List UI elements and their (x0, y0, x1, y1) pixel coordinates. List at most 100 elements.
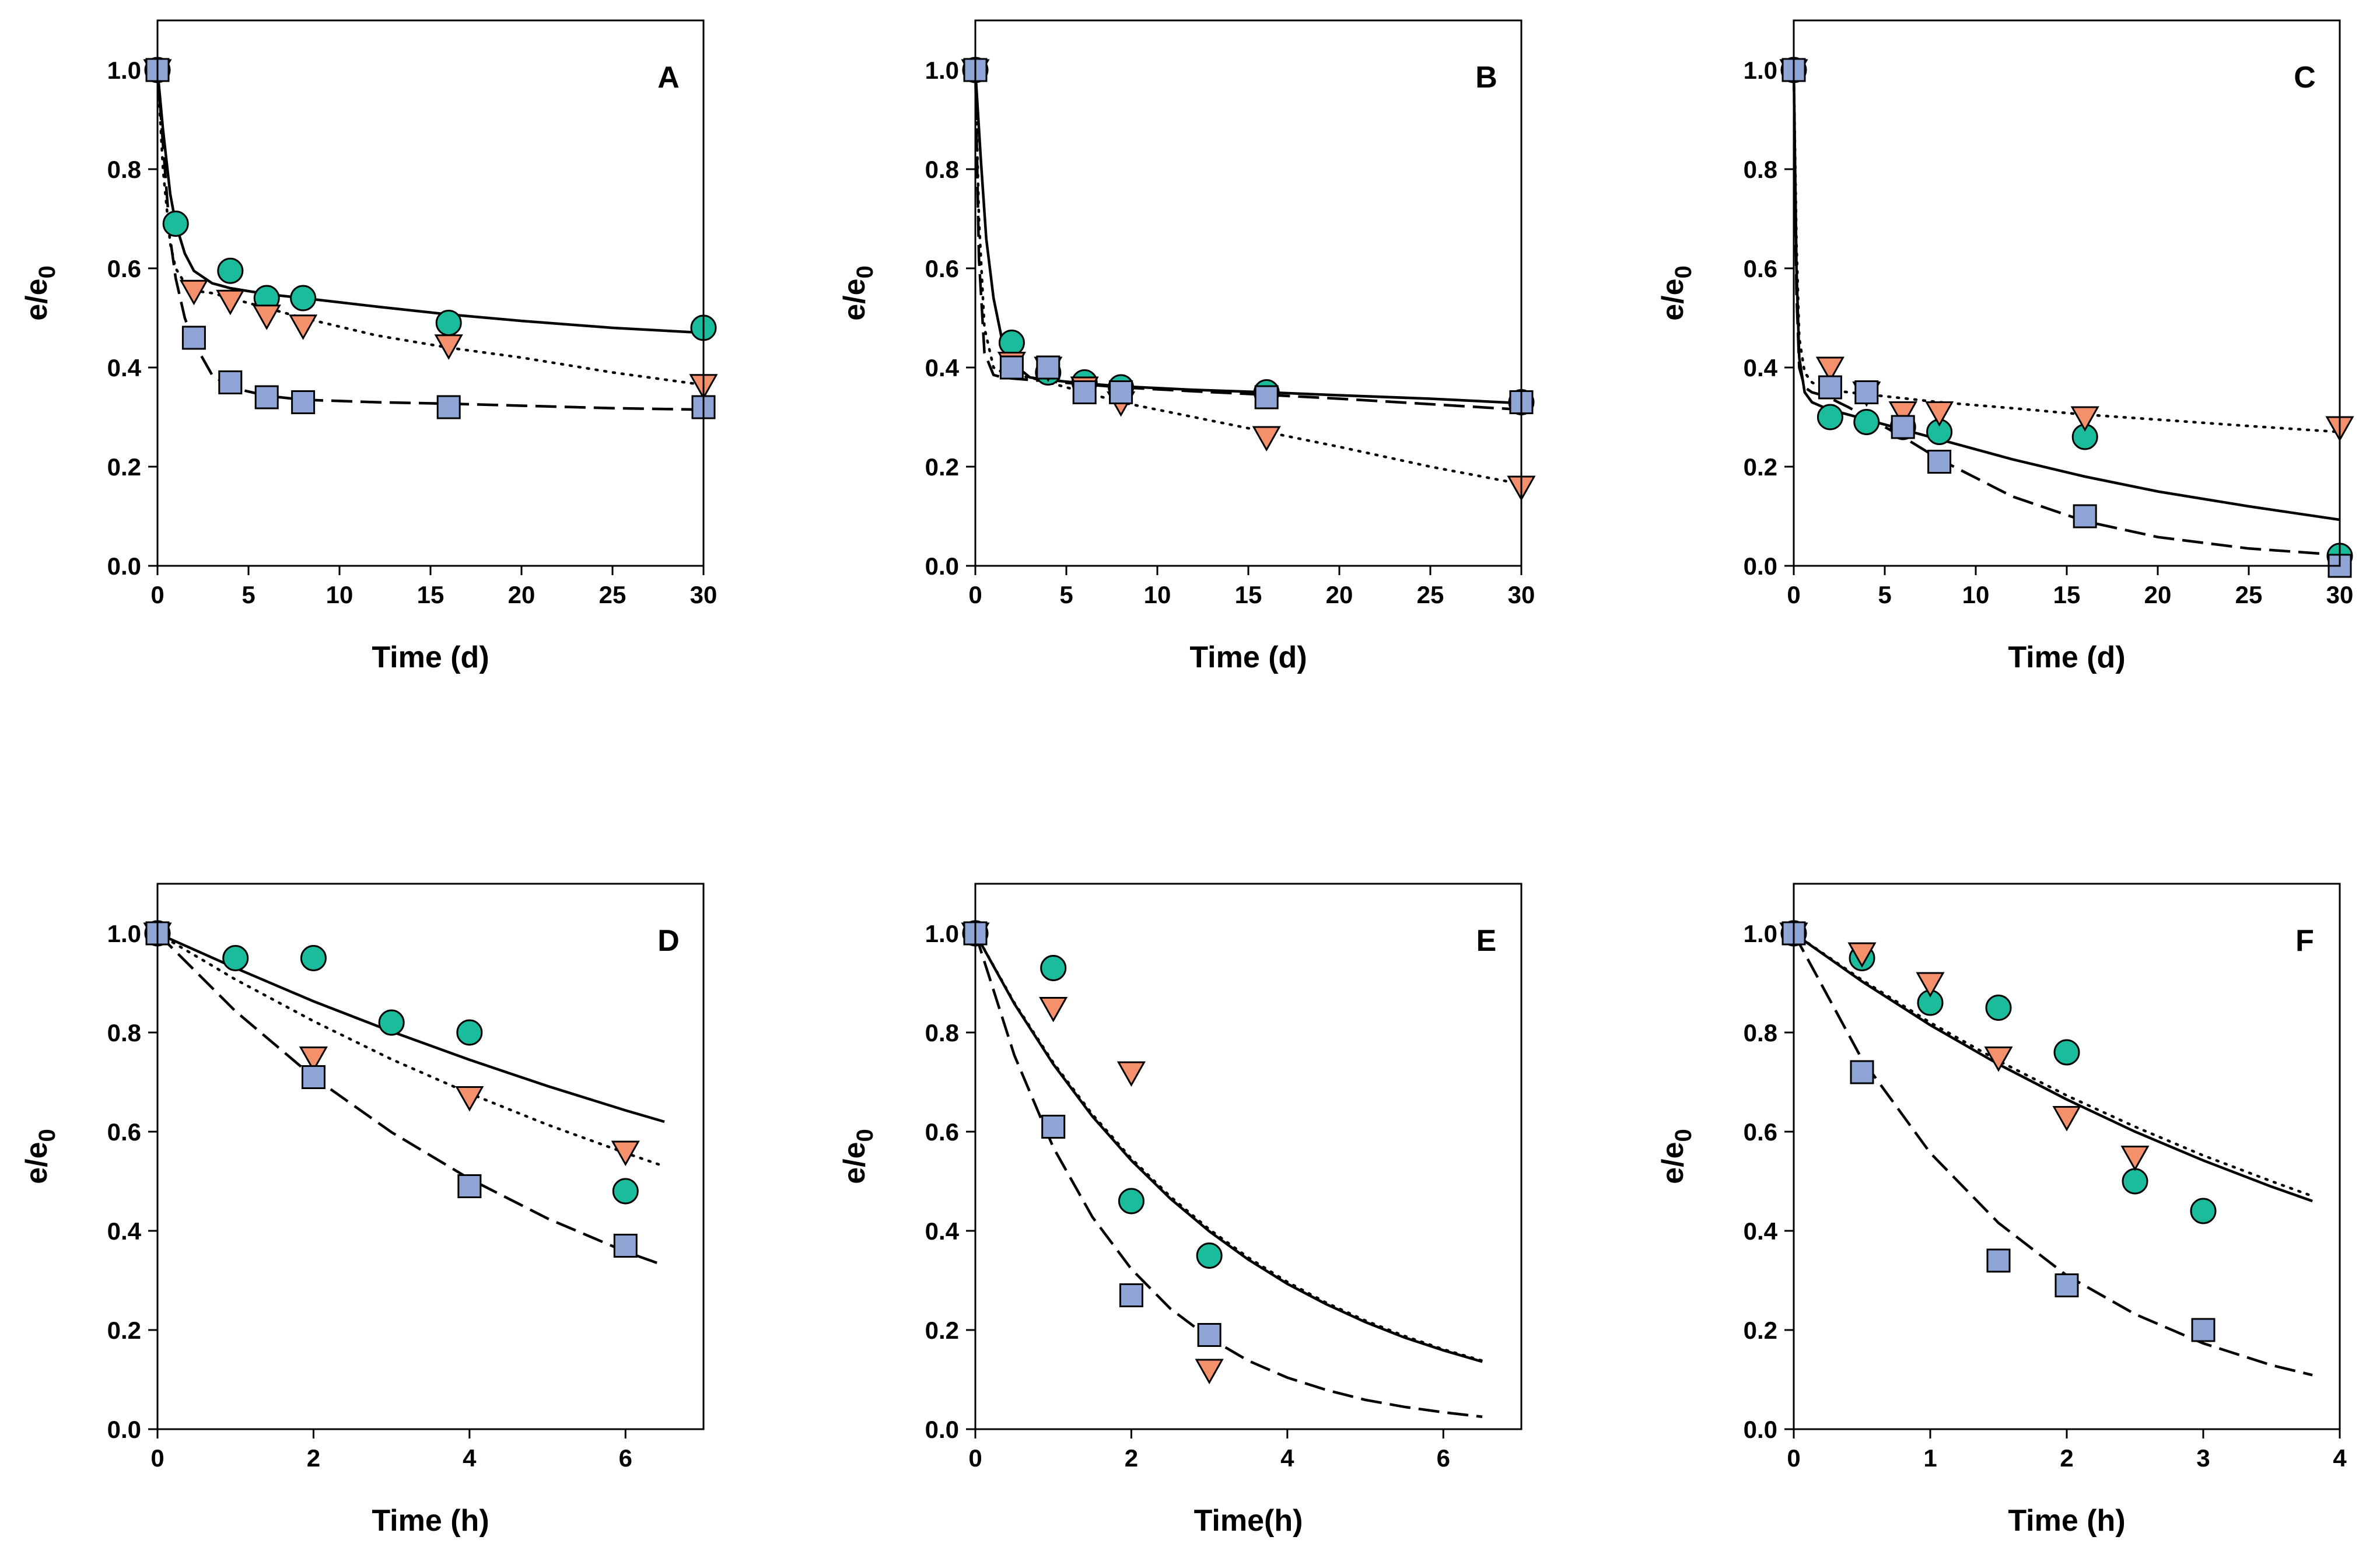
panel-b-point-square (1254, 385, 1279, 410)
panel-c-frame (1793, 19, 2341, 567)
panel-c-ytick-label: 0.4 (1744, 354, 1778, 382)
panel-a-xtick-label: 5 (242, 581, 255, 608)
panel-f-point-circle (2122, 1168, 2148, 1195)
panel-c-xtick-label: 30 (2326, 581, 2354, 608)
panel-c-letter: C (2294, 61, 2316, 94)
y-axis-title-main: e/e (1656, 278, 1690, 320)
panel-c-x-axis-title: Time (d) (2008, 640, 2125, 674)
panel-e-ytick-label: 0.2 (925, 1317, 959, 1344)
panel-f-point-circle (2053, 1039, 2080, 1066)
panel-a-xtick-label: 25 (599, 581, 626, 608)
panel-a-y-axis-title: e/e0 (20, 265, 60, 321)
panel-f-xtick-label: 3 (2196, 1444, 2210, 1472)
panel-b-point-square (1109, 380, 1133, 404)
panel-e-ytick-label: 1.0 (925, 920, 959, 947)
panel-f-point-square (2054, 1273, 2079, 1297)
panel-f-xtick-label: 1 (1923, 1444, 1937, 1472)
panel-e-xtick-label: 4 (1280, 1444, 1294, 1472)
panel-b-ytick-label: 0.2 (925, 453, 959, 481)
panel-a-point-triangle (252, 304, 281, 330)
panel-c-point-square (1854, 380, 1879, 404)
panel-c-xtick-label: 25 (2235, 581, 2263, 608)
panel-f-ytick-label: 0.4 (1744, 1217, 1778, 1245)
panel-b-xtick-label: 25 (1417, 581, 1444, 608)
panel-f-y-axis-title: e/e0 (1656, 1129, 1696, 1184)
y-axis-title-subscript: 0 (852, 265, 878, 278)
panel-d-xtick-label: 2 (307, 1444, 320, 1472)
panel-f-point-triangle (2052, 1106, 2081, 1132)
panel-e-point-square (1119, 1283, 1143, 1307)
panel-f-x-axis-title: Time (h) (2008, 1504, 2125, 1538)
y-axis-title-subscript: 0 (34, 265, 60, 278)
panel-c-ytick-label: 1.0 (1744, 57, 1777, 84)
panel-b-ytick-label: 0.6 (925, 255, 959, 282)
panel-d-fit-dotted (156, 932, 666, 1168)
panel-c-ytick-label: 0.0 (1744, 552, 1777, 580)
panel-a-point-triangle (289, 314, 318, 340)
panel-c-point-triangle (1815, 356, 1845, 383)
panel-d-point-circle (222, 945, 249, 971)
panel-a-point-circle (290, 285, 317, 312)
panel-f-ytick-label: 0.6 (1744, 1118, 1777, 1146)
panel-a-point-triangle (179, 279, 208, 306)
panel-b-point-square (999, 355, 1024, 380)
panel-d-fit-dashed (156, 932, 665, 1267)
panel-d-ytick-label: 0.4 (107, 1217, 142, 1245)
panel-d-fit-solid (157, 932, 665, 1124)
panel-f-point-triangle (1984, 1046, 2013, 1072)
panel-a-ytick-label: 0.8 (107, 156, 141, 183)
panel-d-letter: D (657, 924, 680, 958)
panel-e-point-square (1041, 1115, 1066, 1139)
panel-d-xtick-label: 4 (463, 1444, 477, 1472)
panel-c-point-triangle (1888, 401, 1917, 427)
panel-f-fit-solid (1793, 932, 2313, 1203)
y-axis-title-subscript: 0 (852, 1129, 878, 1142)
panel-e-x-axis-title: Time(h) (1194, 1504, 1303, 1538)
panel-d-ytick-label: 0.0 (107, 1416, 141, 1443)
panel-f-point-triangle (1916, 972, 1945, 998)
panel-c-point-square (1818, 375, 1842, 400)
panel-a-xtick-label: 30 (690, 581, 718, 608)
panel-c-xtick-label: 10 (1962, 581, 1990, 608)
panel-d-ytick-label: 1.0 (107, 920, 141, 947)
panel-d-xtick-label: 6 (619, 1444, 632, 1472)
panel-a-point-square (218, 370, 243, 394)
panel-c-xtick-label: 20 (2144, 581, 2172, 608)
panel-a-fit-solid (156, 69, 704, 334)
panel-f-ytick-label: 1.0 (1744, 920, 1777, 947)
panel-a-ytick-label: 0.2 (107, 453, 141, 481)
panel-b-x-axis-title: Time (d) (1189, 640, 1307, 674)
panel-e-y-axis-title: e/e0 (838, 1129, 878, 1184)
panel-e-point-triangle (1195, 1359, 1224, 1385)
panel-f-xtick-label: 0 (1787, 1444, 1800, 1472)
panel-a-point-square (181, 326, 206, 350)
panel-b-ytick-label: 0.4 (925, 354, 960, 382)
y-axis-title-main: e/e (20, 1142, 54, 1184)
panel-c-point-circle (1853, 409, 1880, 435)
panel-e-point-triangle (1039, 997, 1068, 1023)
y-axis-title-subscript: 0 (34, 1129, 60, 1142)
panel-d-xtick-label: 0 (150, 1444, 164, 1472)
panel-e-ytick-label: 0.6 (925, 1118, 959, 1146)
panel-e-letter: E (1476, 924, 1497, 958)
panel-d-point-circle (378, 1009, 405, 1036)
panel-e-ytick-label: 0.4 (925, 1217, 960, 1245)
panel-b-ytick-label: 1.0 (925, 57, 959, 84)
panel-f-point-triangle (2120, 1146, 2150, 1171)
panel-b-xtick-label: 30 (1508, 581, 1535, 608)
panel-a-point-circle (435, 310, 462, 336)
panel-c-point-circle (1817, 404, 1843, 430)
panel-f-point-square (1850, 1060, 1874, 1084)
panel-a-xtick-label: 0 (150, 581, 164, 608)
panel-f-xtick-label: 2 (2060, 1444, 2073, 1472)
panel-b-xtick-label: 20 (1326, 581, 1353, 608)
panel-a-point-square (291, 390, 316, 414)
y-axis-title-subscript: 0 (1671, 265, 1696, 278)
panel-e-xtick-label: 0 (968, 1444, 982, 1472)
panel-b-xtick-label: 15 (1235, 581, 1262, 608)
panel-a-xtick-label: 15 (417, 581, 444, 608)
